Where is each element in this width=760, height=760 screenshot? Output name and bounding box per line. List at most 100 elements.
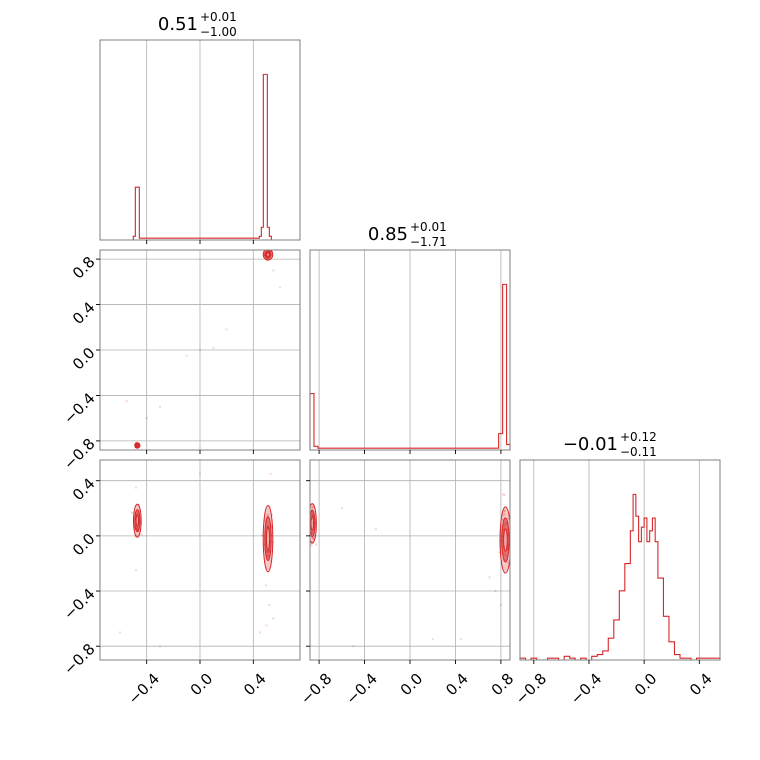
scatter-point xyxy=(185,354,188,357)
title-minus: −1.71 xyxy=(410,235,447,249)
scatter-point xyxy=(312,537,315,540)
scatter-point xyxy=(265,624,268,627)
axes-frame xyxy=(519,459,721,661)
scatter-point xyxy=(134,486,138,489)
density-contour xyxy=(265,252,271,257)
x-tick-label: −0.4 xyxy=(567,670,605,708)
title-value: 0.85 xyxy=(368,224,408,245)
y-tick-label: −0.4 xyxy=(60,389,98,427)
y-tick-label: 0.0 xyxy=(69,344,99,374)
scatter-point xyxy=(503,493,506,496)
x-tick-label: 0.0 xyxy=(187,670,217,700)
scatter-point xyxy=(488,576,491,579)
scatter-point xyxy=(265,513,269,516)
scatter-point xyxy=(340,507,344,510)
scatter-point xyxy=(459,638,463,641)
scatter-point xyxy=(315,543,318,546)
y-tick-label: −0.8 xyxy=(60,640,98,678)
title-value: 0.51 xyxy=(158,14,198,35)
histogram-step xyxy=(519,493,721,661)
histogram-step xyxy=(309,283,511,450)
hist-panel-3: −0.8 −0.4 0.0 0.4 xyxy=(512,459,721,708)
scatter-layer xyxy=(310,493,510,648)
scatter-point xyxy=(158,645,162,648)
scatter-point xyxy=(312,506,315,509)
scatter-point xyxy=(130,511,133,514)
scatter-point xyxy=(501,493,505,496)
scatter-point xyxy=(311,506,314,509)
scatter-point xyxy=(499,603,503,607)
title-minus: −0.11 xyxy=(620,445,657,459)
density-contour xyxy=(503,528,508,552)
scatter-point xyxy=(278,286,282,289)
scatter-point xyxy=(351,645,355,648)
scatter-point xyxy=(212,346,215,349)
scatter-point xyxy=(311,536,314,539)
scatter-point xyxy=(118,631,122,634)
y-tick-label: −0.8 xyxy=(60,435,98,473)
scatter-layer xyxy=(118,472,275,648)
scatter-point xyxy=(374,527,378,531)
hist-panel-2 xyxy=(309,249,511,454)
scatter-point xyxy=(269,472,272,475)
scatter-point xyxy=(501,518,504,521)
scatter-point xyxy=(431,638,434,641)
y-tick-label: 0.4 xyxy=(69,298,99,328)
x-tick-label: 0.4 xyxy=(240,670,270,700)
scatter-point xyxy=(310,544,313,547)
scatter-point xyxy=(494,589,497,593)
histogram-step xyxy=(132,73,272,240)
density-contour xyxy=(135,514,140,527)
scatter-point xyxy=(272,617,275,620)
scatter-point xyxy=(267,513,270,516)
scatter-point xyxy=(503,509,507,513)
title-plus: +0.01 xyxy=(410,220,447,234)
y-tick-label: 0.4 xyxy=(69,475,99,505)
title-plus: +0.01 xyxy=(200,10,237,24)
scatter-point xyxy=(145,416,148,420)
x-tick-label: −0.4 xyxy=(125,670,163,708)
scatter-panel-1-3: −0.4 0.0 0.4 −0.8 −0.4 0.0 0.4 xyxy=(60,459,301,708)
scatter-point xyxy=(198,348,202,352)
x-tick-label: −0.8 xyxy=(512,670,550,708)
scatter-point xyxy=(503,509,506,512)
scatter-point xyxy=(272,269,275,272)
density-contour xyxy=(265,527,271,551)
scatter-point xyxy=(311,540,314,543)
scatter-point xyxy=(503,512,506,516)
scatter-point xyxy=(125,399,128,403)
scatter-point xyxy=(158,405,162,409)
x-tick-label: 0.0 xyxy=(631,670,661,700)
panel-title: −0.01 +0.12−0.11 xyxy=(563,430,657,459)
panel-title: 0.51 +0.01−1.00 xyxy=(158,10,237,39)
y-tick-label: 0.0 xyxy=(69,530,99,560)
x-tick-label: 0.0 xyxy=(397,670,427,700)
scatter-point xyxy=(506,561,509,565)
density-contour xyxy=(310,516,315,531)
scatter-point xyxy=(310,506,313,509)
scatter-panel-2-3: −0.8 −0.4 0.0 0.4 0.8 xyxy=(297,459,517,708)
scatter-point xyxy=(225,328,228,331)
scatter-point xyxy=(258,631,262,634)
y-tick-label: −0.4 xyxy=(60,585,98,623)
title-plus: +0.12 xyxy=(620,430,657,444)
scatter-point xyxy=(264,584,268,587)
scatter-panel-1-2: −0.8 −0.4 0.0 0.4 0.8 xyxy=(60,249,301,473)
density-contour xyxy=(135,444,139,447)
x-tick-label: 0.4 xyxy=(686,670,716,700)
scatter-layer xyxy=(125,250,282,449)
scatter-point xyxy=(502,514,505,517)
scatter-point xyxy=(312,537,315,540)
x-tick-label: −0.4 xyxy=(342,670,380,708)
y-tick-label: 0.8 xyxy=(69,253,99,283)
x-tick-label: 0.4 xyxy=(442,670,472,700)
title-minus: −1.00 xyxy=(200,25,237,39)
title-value: −0.01 xyxy=(563,434,618,455)
scatter-point xyxy=(198,472,202,475)
panel-title: 0.85 +0.01−1.71 xyxy=(368,220,447,249)
scatter-point xyxy=(268,603,271,607)
x-tick-label: −0.8 xyxy=(297,670,335,708)
hist-panel-1 xyxy=(99,39,301,244)
scatter-point xyxy=(140,533,143,536)
